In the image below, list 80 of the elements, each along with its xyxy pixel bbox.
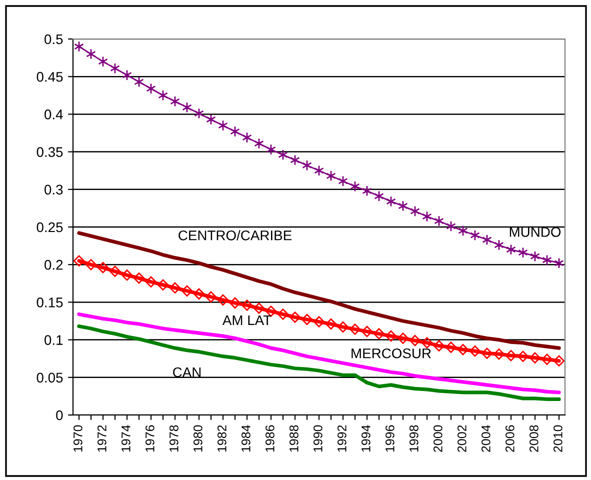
y-tick-label: 0.15 bbox=[36, 298, 63, 308]
y-tick-label: 0.25 bbox=[36, 222, 63, 232]
point bbox=[505, 350, 517, 362]
point bbox=[433, 340, 445, 352]
point bbox=[541, 354, 553, 365]
x-tick-label: 1980 bbox=[194, 425, 202, 452]
line-series bbox=[77, 324, 561, 402]
y-tick-label: 0.35 bbox=[36, 147, 63, 157]
x-tick-label: 2002 bbox=[458, 425, 466, 452]
point bbox=[337, 321, 349, 333]
series-label: CAN bbox=[173, 367, 201, 378]
y-tick-label: 0.05 bbox=[36, 372, 63, 383]
x-tick-label: 1986 bbox=[266, 425, 274, 452]
point bbox=[457, 344, 469, 356]
x-tick-label: 1998 bbox=[410, 425, 418, 452]
point bbox=[373, 328, 385, 340]
point bbox=[361, 326, 373, 338]
point bbox=[85, 258, 97, 270]
point bbox=[193, 288, 205, 300]
point bbox=[493, 348, 505, 360]
point bbox=[181, 285, 193, 297]
point bbox=[97, 262, 109, 274]
point bbox=[133, 272, 145, 284]
point bbox=[121, 270, 133, 281]
point bbox=[421, 337, 433, 348]
x-tick-label: 1994 bbox=[362, 425, 370, 452]
point bbox=[289, 312, 301, 323]
x-tick-label: 1970 bbox=[74, 425, 82, 452]
x-tick-label: 2008 bbox=[530, 425, 538, 452]
x-tick-label: 1992 bbox=[338, 425, 346, 452]
y-tick-label: 0.45 bbox=[36, 72, 63, 82]
point bbox=[73, 255, 85, 266]
point bbox=[409, 334, 421, 346]
point bbox=[553, 355, 565, 366]
point bbox=[229, 297, 241, 309]
x-tick-label: 1978 bbox=[170, 425, 178, 452]
y-tick-label: 0.3 bbox=[44, 184, 63, 195]
point bbox=[277, 308, 289, 320]
series-label: MERCOSUR bbox=[352, 348, 431, 358]
series-label: CENTRO/CARIBE bbox=[178, 230, 292, 240]
y-tick-label: 0.1 bbox=[44, 335, 63, 345]
point bbox=[109, 266, 121, 277]
y-tick-label: 0.4 bbox=[44, 110, 63, 120]
point bbox=[145, 276, 157, 288]
x-tick-label: 2006 bbox=[506, 425, 514, 452]
y-tick-label: 0 bbox=[56, 410, 63, 420]
series-label: MUNDO bbox=[510, 227, 561, 237]
series-label: AM LAT bbox=[222, 315, 272, 325]
point bbox=[385, 330, 397, 342]
point bbox=[217, 294, 229, 306]
line-series bbox=[77, 312, 561, 394]
x-tick-label: 1972 bbox=[98, 425, 106, 452]
x-tick-label: 1974 bbox=[122, 425, 130, 452]
point bbox=[253, 302, 265, 314]
point bbox=[265, 306, 277, 317]
x-tick-label: 2004 bbox=[482, 425, 490, 452]
x-tick-label: 1996 bbox=[386, 425, 394, 452]
point bbox=[301, 314, 313, 326]
point bbox=[241, 300, 253, 311]
x-tick-label: 2010 bbox=[554, 425, 562, 452]
point bbox=[529, 352, 541, 364]
point bbox=[349, 324, 361, 335]
point bbox=[157, 279, 169, 291]
point bbox=[481, 348, 493, 359]
x-tick-label: 1990 bbox=[314, 425, 322, 452]
point bbox=[325, 318, 337, 330]
x-tick-label: 1982 bbox=[218, 425, 226, 452]
x-tick-label: 1976 bbox=[146, 425, 154, 452]
x-tick-label: 2000 bbox=[434, 425, 442, 452]
x-tick-label: 1988 bbox=[290, 425, 298, 452]
point bbox=[313, 316, 325, 328]
point bbox=[469, 345, 481, 357]
x-tick-label: 1984 bbox=[242, 425, 250, 452]
point bbox=[397, 332, 409, 344]
point bbox=[169, 282, 181, 294]
point bbox=[445, 342, 457, 353]
y-tick-label: 0.5 bbox=[44, 34, 63, 44]
point bbox=[205, 291, 217, 303]
y-tick-label: 0.2 bbox=[44, 260, 63, 270]
point bbox=[517, 350, 529, 362]
